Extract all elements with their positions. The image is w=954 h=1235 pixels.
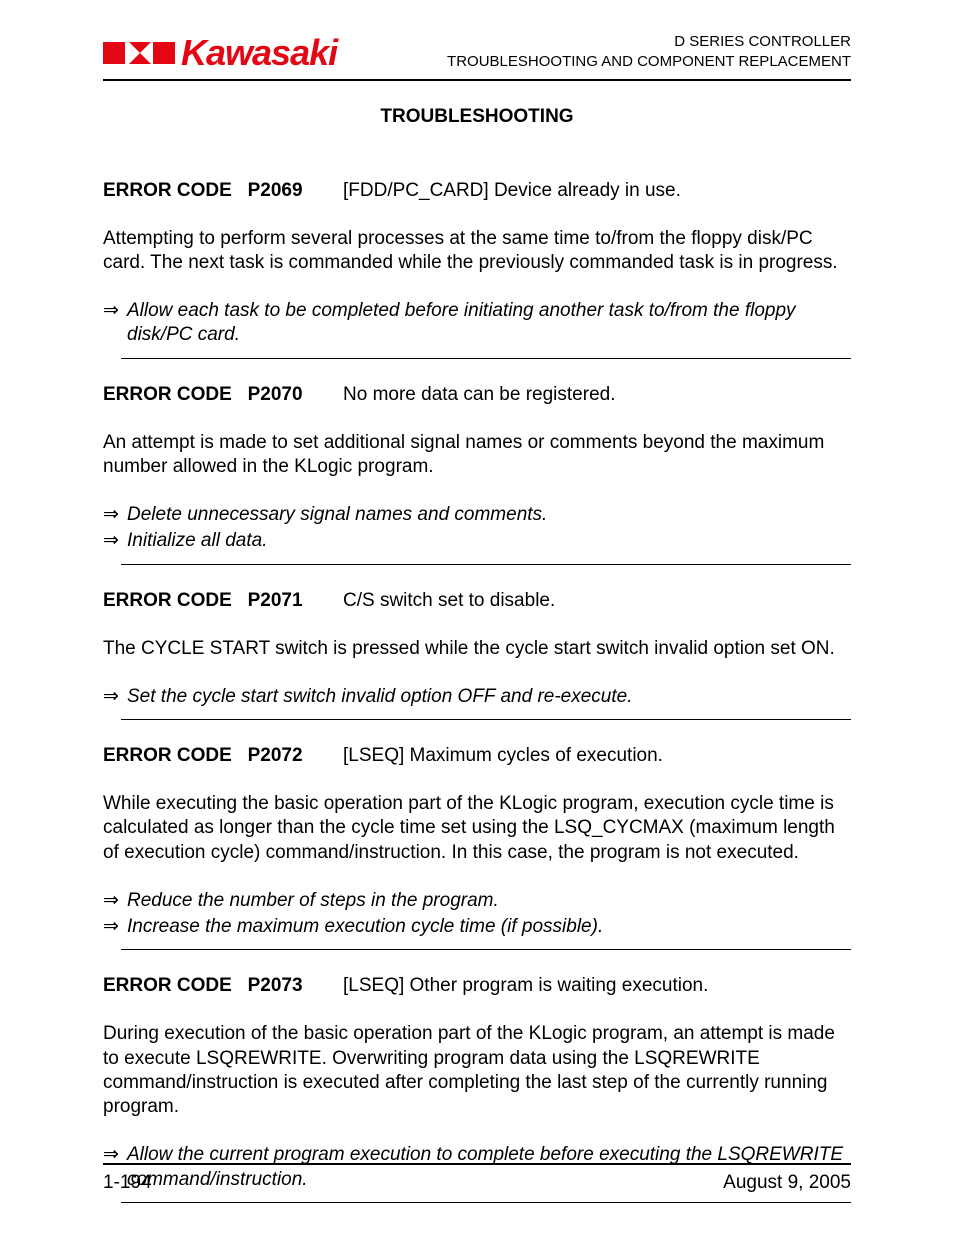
remedies-list: ⇒Allow each task to be completed before … <box>103 299 851 348</box>
error-title: No more data can be registered. <box>343 383 616 407</box>
footer-date: August 9, 2005 <box>723 1171 851 1195</box>
error-title: [FDD/PC_CARD] Device already in use. <box>343 179 681 203</box>
error-heading: ERROR CODE P2071C/S switch set to disabl… <box>103 589 851 613</box>
divider <box>121 564 851 565</box>
header-line-2: TROUBLESHOOTING AND COMPONENT REPLACEMEN… <box>447 52 851 72</box>
page-footer: 1-194 August 9, 2005 <box>103 1163 851 1195</box>
header-right: D SERIES CONTROLLER TROUBLESHOOTING AND … <box>447 30 851 71</box>
remedies-list: ⇒Reduce the number of steps in the progr… <box>103 889 851 940</box>
manual-page: Kawasaki D SERIES CONTROLLER TROUBLESHOO… <box>0 0 954 1203</box>
divider <box>121 719 851 720</box>
error-description: Attempting to perform several processes … <box>103 227 851 276</box>
brand-name: Kawasaki <box>181 30 337 75</box>
kawasaki-mark-icon <box>103 38 175 68</box>
error-title: C/S switch set to disable. <box>343 589 555 613</box>
error-block: ERROR CODE P2069[FDD/PC_CARD] Device alr… <box>103 179 851 359</box>
remedies-list: ⇒Delete unnecessary signal names and com… <box>103 503 851 554</box>
page-header: Kawasaki D SERIES CONTROLLER TROUBLESHOO… <box>103 30 851 81</box>
error-description: While executing the basic operation part… <box>103 792 851 865</box>
header-line-1: D SERIES CONTROLLER <box>447 32 851 52</box>
remedy-item: ⇒Delete unnecessary signal names and com… <box>103 503 851 527</box>
remedy-item: ⇒Initialize all data. <box>103 529 851 553</box>
section-title: TROUBLESHOOTING <box>103 105 851 129</box>
brand-logo: Kawasaki <box>103 30 337 75</box>
arrow-icon: ⇒ <box>103 503 127 527</box>
remedy-item: ⇒Reduce the number of steps in the progr… <box>103 889 851 913</box>
arrow-icon: ⇒ <box>103 529 127 553</box>
remedy-item: ⇒Set the cycle start switch invalid opti… <box>103 685 851 709</box>
remedy-text: Increase the maximum execution cycle tim… <box>127 915 851 939</box>
divider <box>121 1202 851 1203</box>
remedy-text: Reduce the number of steps in the progra… <box>127 889 851 913</box>
error-title: [LSEQ] Maximum cycles of execution. <box>343 744 663 768</box>
error-description: The CYCLE START switch is pressed while … <box>103 637 851 661</box>
divider <box>121 358 851 359</box>
errors-container: ERROR CODE P2069[FDD/PC_CARD] Device alr… <box>103 179 851 1203</box>
error-heading: ERROR CODE P2070No more data can be regi… <box>103 383 851 407</box>
error-code-label: ERROR CODE P2071 <box>103 589 343 613</box>
error-description: An attempt is made to set additional sig… <box>103 431 851 480</box>
arrow-icon: ⇒ <box>103 889 127 913</box>
remedies-list: ⇒Set the cycle start switch invalid opti… <box>103 685 851 709</box>
remedy-text: Initialize all data. <box>127 529 851 553</box>
arrow-icon: ⇒ <box>103 915 127 939</box>
remedy-text: Set the cycle start switch invalid optio… <box>127 685 851 709</box>
error-title: [LSEQ] Other program is waiting executio… <box>343 974 708 998</box>
remedy-text: Allow each task to be completed before i… <box>127 299 851 348</box>
error-heading: ERROR CODE P2073[LSEQ] Other program is … <box>103 974 851 998</box>
error-heading: ERROR CODE P2072[LSEQ] Maximum cycles of… <box>103 744 851 768</box>
error-code-label: ERROR CODE P2069 <box>103 179 343 203</box>
error-code-label: ERROR CODE P2073 <box>103 974 343 998</box>
error-code-label: ERROR CODE P2072 <box>103 744 343 768</box>
error-heading: ERROR CODE P2069[FDD/PC_CARD] Device alr… <box>103 179 851 203</box>
error-block: ERROR CODE P2071C/S switch set to disabl… <box>103 589 851 720</box>
remedy-text: Delete unnecessary signal names and comm… <box>127 503 851 527</box>
arrow-icon: ⇒ <box>103 299 127 348</box>
error-block: ERROR CODE P2070No more data can be regi… <box>103 383 851 565</box>
remedy-item: ⇒Increase the maximum execution cycle ti… <box>103 915 851 939</box>
error-code-label: ERROR CODE P2070 <box>103 383 343 407</box>
divider <box>121 949 851 950</box>
page-number: 1-194 <box>103 1171 152 1195</box>
arrow-icon: ⇒ <box>103 685 127 709</box>
error-description: During execution of the basic operation … <box>103 1022 851 1119</box>
remedy-item: ⇒Allow each task to be completed before … <box>103 299 851 348</box>
error-block: ERROR CODE P2072[LSEQ] Maximum cycles of… <box>103 744 851 950</box>
